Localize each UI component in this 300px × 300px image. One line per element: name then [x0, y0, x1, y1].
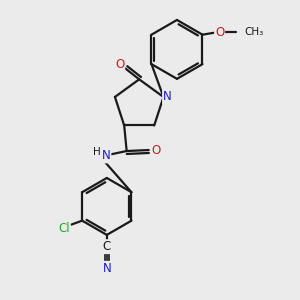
Text: O: O — [115, 58, 124, 71]
Text: N: N — [102, 262, 111, 275]
Text: N: N — [163, 91, 172, 103]
Text: H: H — [93, 148, 101, 158]
Text: CH₃: CH₃ — [245, 27, 264, 37]
Text: O: O — [152, 143, 161, 157]
Text: O: O — [215, 26, 224, 39]
Text: N: N — [102, 149, 110, 162]
Text: Cl: Cl — [58, 222, 70, 235]
Text: C: C — [103, 240, 111, 253]
